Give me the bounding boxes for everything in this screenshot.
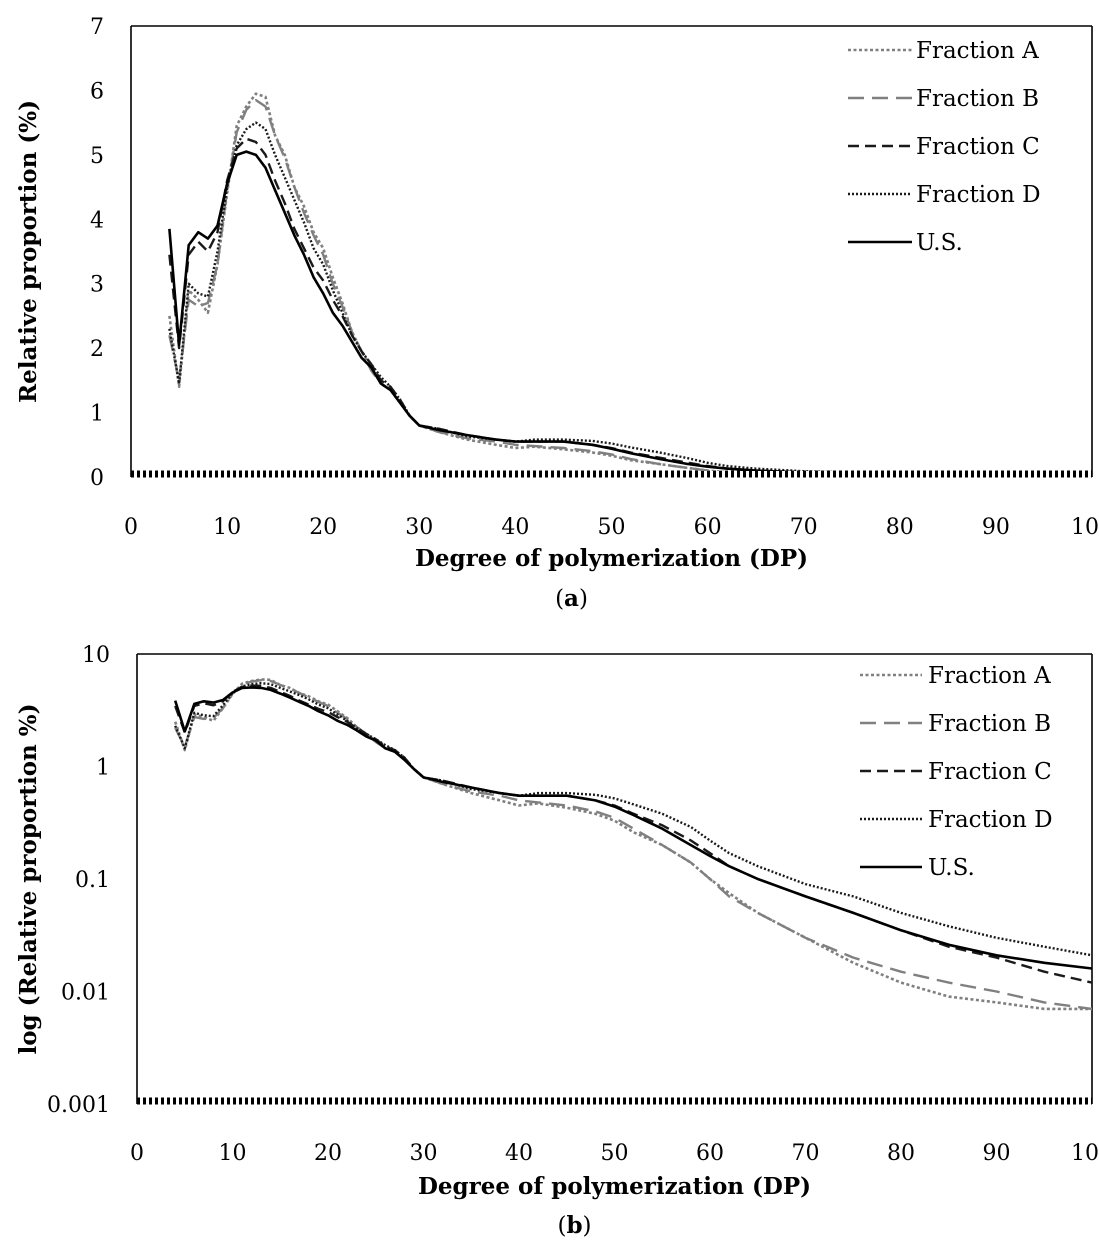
x-tick-label: 50 xyxy=(601,1141,629,1166)
chart-panel-a: 0 10 20 30 40 50 60 70 80 90 100 0 1 2 3 4 5 6 7 Degree of … xyxy=(15,15,1099,612)
series-line-fraction-d xyxy=(168,121,841,471)
y-tick-label: 3 xyxy=(90,273,104,298)
x-tick-label: 70 xyxy=(792,1141,820,1166)
legend-entry: Fraction D xyxy=(916,182,1041,208)
y-tick-label: 0.01 xyxy=(61,981,110,1006)
y-tick-label: 2 xyxy=(90,337,104,362)
panel-label: (b) xyxy=(557,1212,591,1239)
x-tick-label: 20 xyxy=(314,1141,342,1166)
legend-entry: Fraction C xyxy=(916,134,1040,160)
x-tick-label: 40 xyxy=(505,1141,533,1166)
series-group xyxy=(173,678,1092,1011)
x-axis-title: Degree of polymerization (DP) xyxy=(418,1173,811,1200)
legend-entry: Fraction A xyxy=(928,663,1051,689)
series-line-u-s xyxy=(168,150,799,471)
y-tick-label: 4 xyxy=(90,208,104,233)
legend: Fraction A Fraction B Fraction C Fraction D… xyxy=(860,663,1053,881)
legend-entry: Fraction B xyxy=(928,711,1051,737)
x-tick-label: 0 xyxy=(124,515,138,540)
x-tick-label: 90 xyxy=(983,1141,1011,1166)
y-tick-label: 7 xyxy=(90,15,104,40)
x-tick-label: 30 xyxy=(410,1141,438,1166)
y-tick-label: 1 xyxy=(90,402,104,427)
x-tick-label: 0 xyxy=(130,1141,144,1166)
y-axis-title: log (Relative proportion %) xyxy=(15,703,42,1054)
x-tick-label: 60 xyxy=(694,515,722,540)
y-tick-label: 5 xyxy=(90,144,104,169)
panel-label: (a) xyxy=(555,585,588,612)
y-tick-label: 0.1 xyxy=(75,868,110,893)
y-tick-label: 0 xyxy=(90,466,104,491)
series-line-u-s xyxy=(173,686,1092,970)
legend-entry: Fraction A xyxy=(916,38,1039,64)
legend: Fraction A Fraction B Fraction C Fraction D… xyxy=(848,38,1041,256)
legend-entry: U.S. xyxy=(928,855,975,881)
x-tick-label: 70 xyxy=(790,515,818,540)
x-tick-label: 20 xyxy=(309,515,337,540)
y-axis-title: Relative proportion (%) xyxy=(15,100,42,403)
x-tick-label: 100 xyxy=(1071,515,1099,540)
x-tick-label: 80 xyxy=(887,1141,915,1166)
x-tick-label: 10 xyxy=(219,1141,247,1166)
legend-entry: Fraction C xyxy=(928,759,1052,785)
y-tick-label: 0.001 xyxy=(47,1093,110,1118)
x-tick-label: 60 xyxy=(696,1141,724,1166)
x-tick-label: 10 xyxy=(213,515,241,540)
x-tick-label: 80 xyxy=(886,515,914,540)
y-tick-label: 1 xyxy=(96,756,110,781)
x-tick-label: 30 xyxy=(405,515,433,540)
x-tick-label: 50 xyxy=(598,515,626,540)
series-group xyxy=(168,92,841,471)
legend-entry: Fraction B xyxy=(916,86,1039,112)
x-axis-title: Degree of polymerization (DP) xyxy=(415,545,808,572)
y-tick-label: 10 xyxy=(82,643,110,668)
x-tick-label: 40 xyxy=(501,515,529,540)
legend-entry: Fraction D xyxy=(928,807,1053,833)
series-line-fraction-b xyxy=(168,98,724,471)
x-tick-label: 90 xyxy=(982,515,1010,540)
legend-entry: U.S. xyxy=(916,230,963,256)
y-tick-label: 6 xyxy=(90,79,104,104)
x-tick-label: 100 xyxy=(1071,1141,1099,1166)
chart-panel-b: 0 10 20 30 40 50 60 70 80 90 100 0.001 0.01 0.1 1 10 Deg… xyxy=(15,643,1099,1239)
